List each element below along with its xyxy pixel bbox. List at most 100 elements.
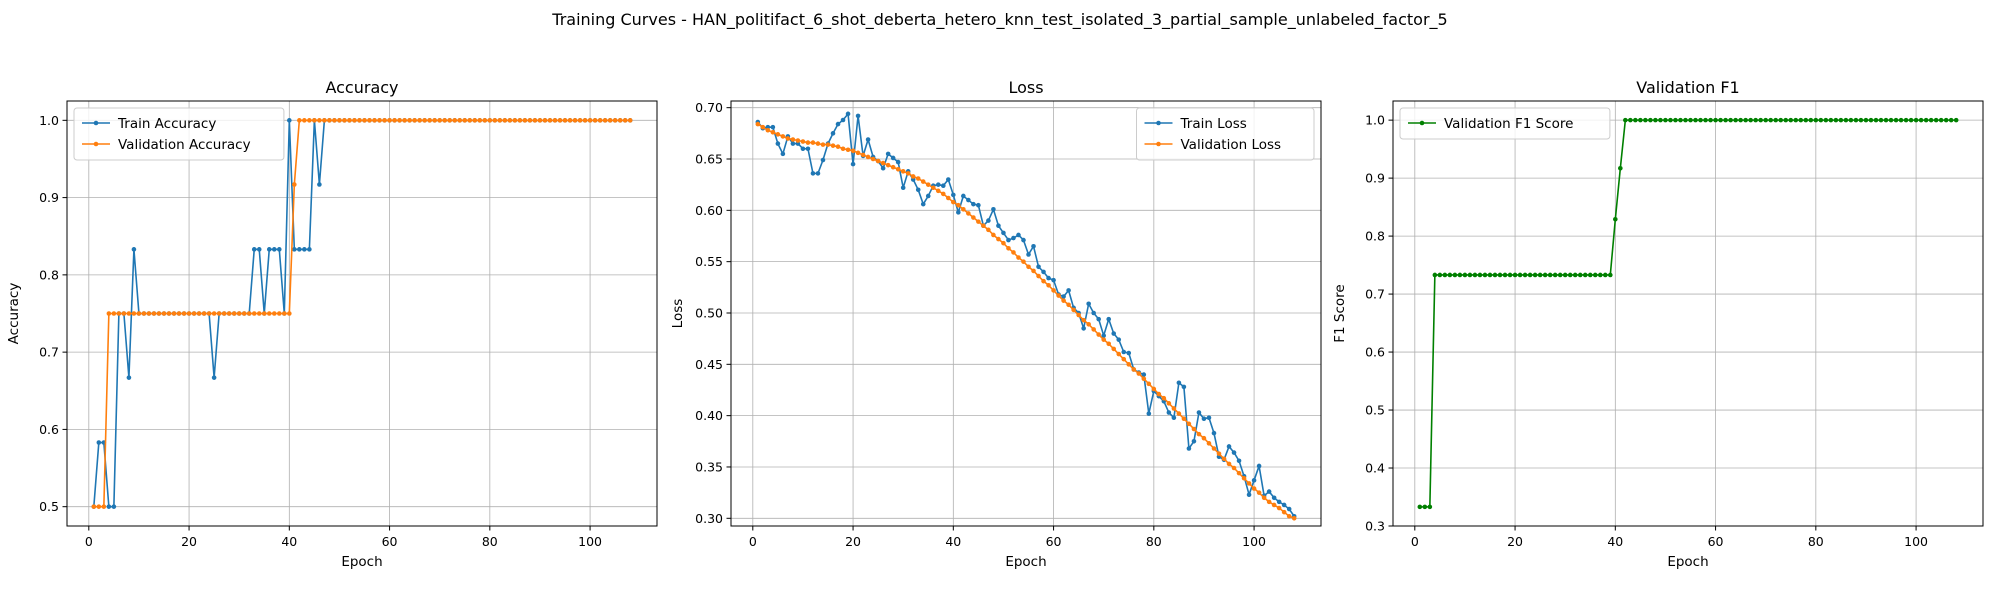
train-loss-point <box>775 141 781 146</box>
validation-f1-score-point <box>1928 117 1934 123</box>
train-loss-point <box>820 157 826 163</box>
validation-accuracy-point <box>552 118 558 123</box>
train-loss-point <box>895 159 901 165</box>
validation-f1-score-point <box>1878 117 1884 123</box>
validation-accuracy-point <box>542 118 548 123</box>
validation-loss-point <box>860 152 866 158</box>
validation-f1-score-point <box>1873 117 1879 123</box>
y-tick-label: 0.8 <box>39 267 59 282</box>
validation-f1-score-point <box>1833 117 1839 123</box>
validation-loss-point <box>1011 250 1016 255</box>
x-tick-label: 60 <box>382 534 398 549</box>
train-loss-point <box>940 183 946 188</box>
validation-f1-score-point <box>1522 272 1528 278</box>
panel-title: Loss <box>1008 78 1043 97</box>
validation-accuracy-point <box>432 118 437 123</box>
y-tick-label: 1.0 <box>39 113 59 128</box>
series-group <box>1417 117 1959 510</box>
validation-loss-point <box>1171 406 1177 411</box>
legend: Train Accuracy Validation Accuracy <box>73 107 285 161</box>
train-loss-point <box>986 218 991 223</box>
validation-loss-point <box>830 143 836 148</box>
validation-loss-point <box>855 150 861 156</box>
y-tick-label: 0.4 <box>1365 461 1385 476</box>
validation-accuracy-point <box>196 311 202 316</box>
validation-accuracy-point <box>261 311 267 316</box>
validation-f1-score-point <box>1638 117 1643 123</box>
validation-accuracy-point <box>297 118 302 123</box>
validation-loss-point <box>1126 362 1132 367</box>
validation-loss-point <box>966 211 971 216</box>
train-loss-point <box>951 192 956 198</box>
validation-f1-score-point <box>1552 272 1558 278</box>
validation-loss-point <box>1186 421 1192 427</box>
validation-accuracy-point <box>302 118 307 123</box>
validation-loss-point <box>880 160 886 166</box>
validation-accuracy-point <box>377 118 382 123</box>
validation-accuracy-point <box>547 118 553 123</box>
validation-loss-point <box>760 124 766 130</box>
train-loss-point <box>1011 235 1016 241</box>
validation-loss-point <box>1101 337 1106 342</box>
validation-loss-point <box>775 132 781 137</box>
validation-accuracy-point <box>126 311 132 316</box>
validation-loss-point <box>800 139 806 144</box>
train-loss-legend-label: Train Loss <box>1180 116 1247 132</box>
validation-loss-point <box>1226 461 1232 467</box>
validation-f1-score-point <box>1813 117 1819 123</box>
figure-title: Training Curves - HAN_politifact_6_shot_… <box>551 10 1447 30</box>
train-loss-point <box>1191 439 1197 444</box>
validation-loss-point <box>770 130 776 135</box>
validation-accuracy-point <box>161 311 167 316</box>
validation-accuracy-point <box>437 118 443 123</box>
validation-accuracy-point <box>467 118 473 123</box>
validation-f1-score-point <box>1738 117 1743 123</box>
y-tick-label: 0.6 <box>1365 345 1385 360</box>
validation-loss-point <box>1076 312 1081 318</box>
plot-frame <box>1392 100 1984 527</box>
validation-accuracy-point <box>587 118 593 123</box>
validation-loss-point <box>986 227 991 233</box>
validation-accuracy-point <box>527 118 533 123</box>
train-loss-point <box>865 137 871 142</box>
validation-f1-score-point <box>1708 117 1713 123</box>
validation-f1-score-point <box>1562 272 1568 278</box>
validation-f1-score-point <box>1788 117 1794 123</box>
validation-f1-score-point <box>1482 272 1488 278</box>
train-loss-point <box>1286 506 1292 512</box>
x-tick-label: 100 <box>578 534 602 549</box>
x-axis-label: Epoch <box>1005 554 1046 570</box>
series-group <box>755 111 1297 521</box>
validation-f1-score-point <box>1557 272 1563 278</box>
validation-accuracy-point <box>557 118 563 123</box>
validation-accuracy-point <box>307 118 312 123</box>
x-tick-label: 20 <box>1507 534 1523 549</box>
validation-accuracy-point <box>582 118 588 123</box>
validation-f1-score-point <box>1808 117 1814 123</box>
validation-f1-score-point <box>1567 272 1573 278</box>
validation-loss-point <box>1026 264 1031 270</box>
validation-loss-point <box>915 176 921 181</box>
validation-accuracy-point <box>462 118 468 123</box>
x-tick-label: 20 <box>845 534 861 549</box>
validation-f1-score-point <box>1898 117 1904 123</box>
train-loss-point <box>1031 243 1036 249</box>
validation-f1-score-point <box>1733 117 1738 123</box>
validation-accuracy-point <box>327 118 332 123</box>
validation-f1-score-point <box>1948 117 1954 123</box>
validation-f1-score-point <box>1713 117 1718 123</box>
validation-loss-point <box>865 154 871 160</box>
validation-loss-point <box>976 219 981 224</box>
validation-f1-score-point <box>1843 117 1849 123</box>
train-accuracy-point <box>271 247 277 252</box>
validation-f1-score-point <box>1893 117 1899 123</box>
train-loss-point <box>1081 326 1086 331</box>
validation-loss-point <box>810 140 816 145</box>
y-tick-label: 0.8 <box>1365 229 1385 244</box>
validation-f1-score-point <box>1512 272 1518 278</box>
validation-f1-score-point <box>1748 117 1753 123</box>
train-loss-point <box>971 201 976 207</box>
validation-accuracy-point <box>532 118 538 123</box>
validation-f1-score-point <box>1432 272 1438 278</box>
